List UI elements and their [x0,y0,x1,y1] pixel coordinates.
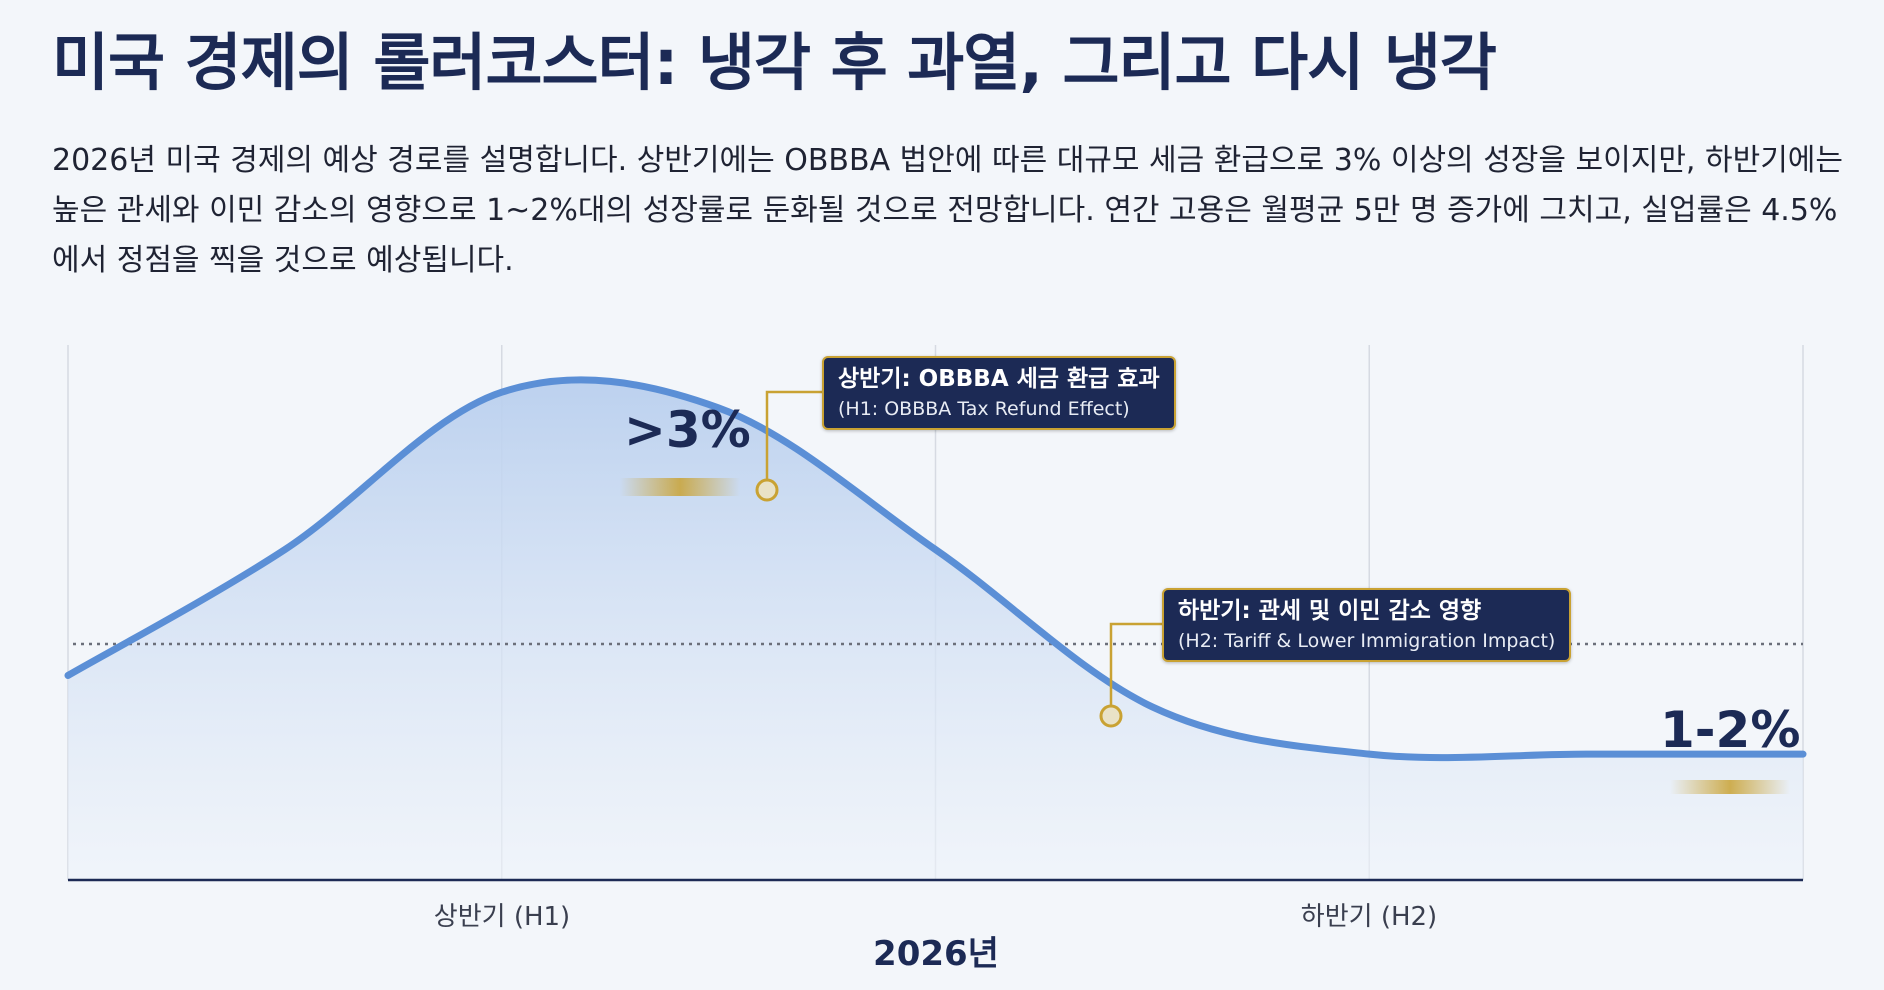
page-title: 미국 경제의 롤러코스터: 냉각 후 과열, 그리고 다시 냉각 [52,26,1497,99]
callout-h2: 하반기: 관세 및 이민 감소 영향 (H2: Tariff & Lower I… [1162,588,1572,662]
callout-h2-title: 하반기: 관세 및 이민 감소 영향 [1178,598,1482,624]
description: 2026년 미국 경제의 예상 경로를 설명합니다. 상반기에는 OBBBA 법… [52,143,1844,278]
callout-h2-subtitle: (H2: Tariff & Lower Immigration Impact) [1178,630,1556,652]
peak-h2-highlight [1670,780,1790,794]
callout-h1: 상반기: OBBBA 세금 환급 효과 (H1: OBBBA Tax Refun… [822,356,1176,430]
x-tick-label-h1: 상반기 (H1) [433,902,571,932]
peak-label-h2: 1-2% [1660,701,1801,759]
growth-line [64,376,1807,762]
callout-h1-title: 상반기: OBBBA 세금 환급 효과 [838,366,1160,392]
callout-h2-leader [1109,622,1164,716]
callout-h1-subtitle: (H1: OBBBA Tax Refund Effect) [838,398,1130,420]
x-axis-label: 2026년 [873,934,999,974]
peak-h1-highlight [620,478,740,496]
peak-label-h1: >3% [624,401,751,459]
callout-h2-marker [1099,704,1123,728]
callout-h1-leader [765,390,824,490]
callout-h1-marker [755,478,779,502]
x-tick-label-h2: 하반기 (H2) [1300,902,1438,932]
